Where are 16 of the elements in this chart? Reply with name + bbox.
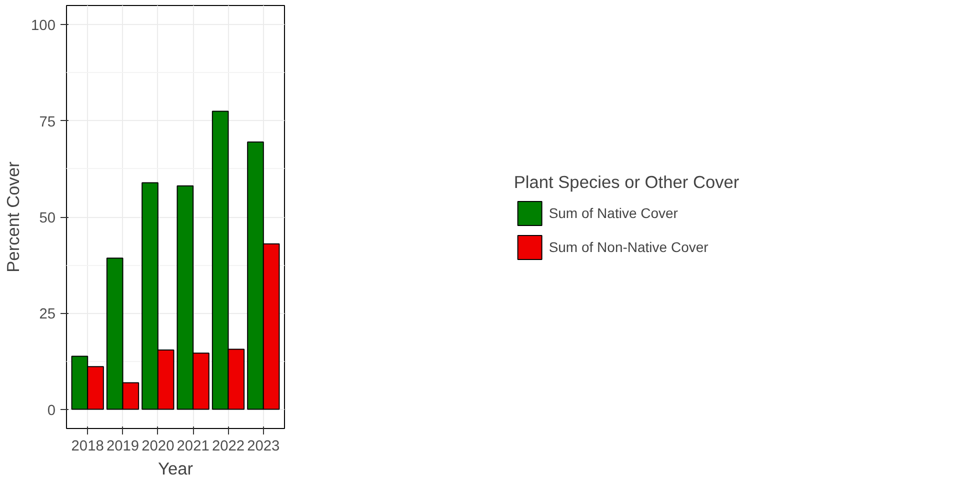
x-axis-title: Year (158, 458, 194, 478)
legend-label: Sum of Non-Native Cover (548, 238, 708, 254)
y-tick-label: 0 (47, 402, 56, 419)
y-axis-title: Percent Cover (3, 161, 24, 272)
legend-title: Plant Species or Other Cover (514, 172, 740, 192)
x-tick-label: 2020 (142, 438, 174, 454)
x-tick-label: 2019 (106, 438, 140, 454)
y-tick-label: 50 (39, 210, 56, 226)
legend-label: Sum of Native Cover (548, 204, 678, 220)
x-tick-label: 2022 (212, 438, 245, 454)
y-tick-label: 75 (39, 114, 56, 130)
y-tick-label: 25 (39, 306, 56, 323)
x-tick-label: 2023 (247, 438, 280, 454)
y-tick-label: 100 (31, 18, 56, 34)
x-tick-label: 2018 (71, 438, 104, 454)
x-tick-label: 2021 (176, 438, 210, 454)
